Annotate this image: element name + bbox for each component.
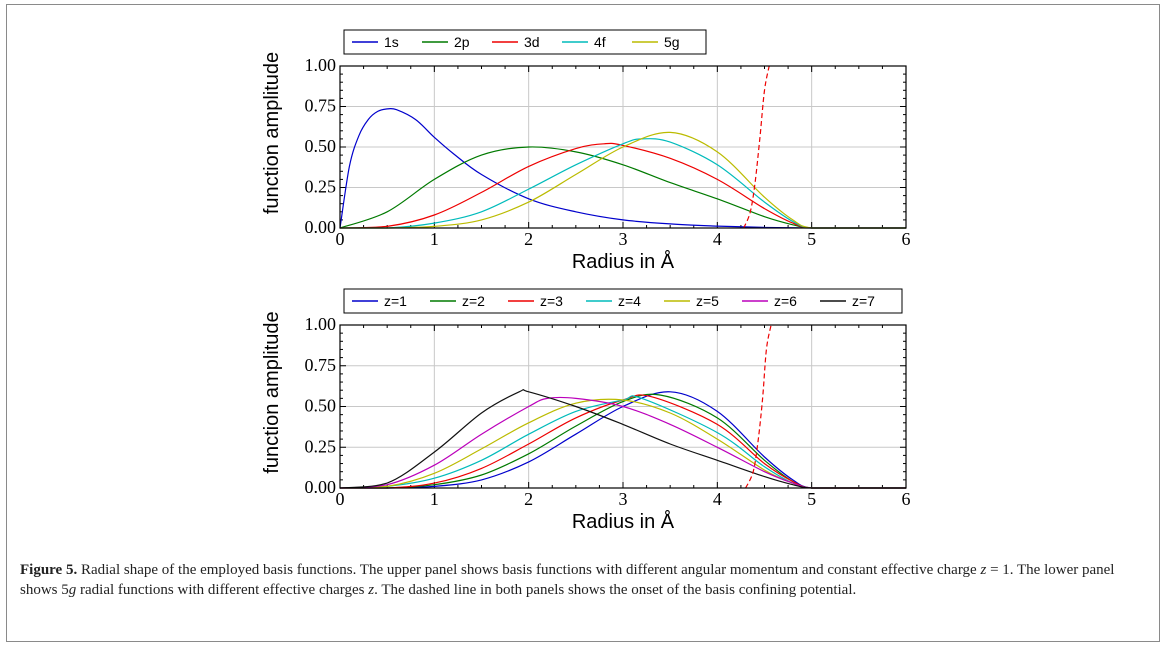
y-tick-label: 0.75 — [305, 96, 337, 116]
x-tick-label: 4 — [713, 489, 722, 509]
x-tick-label: 5 — [807, 489, 816, 509]
x-tick-label: 3 — [619, 229, 628, 249]
chart-panel-1: 0 1 2 3 4 5 6 0.00 0.25 0.50 0.75 1.00 Radius in Å fu… — [261, 29, 911, 273]
x-tick-label: 2 — [524, 229, 533, 249]
legend-label-z=4: z=4 — [618, 293, 641, 309]
legend-label-2p: 2p — [454, 34, 470, 50]
plot-frame — [339, 65, 907, 229]
series-line-1s — [339, 107, 906, 229]
caption-text-4: . The dashed line in both panels shows t… — [374, 581, 857, 598]
y-tick-label: 0.50 — [305, 396, 337, 416]
caption-g-variable: g — [68, 581, 77, 598]
x-tick-label: 1 — [430, 489, 439, 509]
y-tick-label: 0.25 — [305, 436, 337, 456]
plot-frame — [339, 324, 907, 489]
caption-label: Figure 5. — [20, 562, 78, 578]
y-tick-label: 0.50 — [305, 136, 337, 156]
x-tick-label: 1 — [430, 229, 439, 249]
confining-potential-line — [743, 65, 770, 229]
caption-z-variable-2: z — [368, 581, 375, 598]
y-tick-label: 1.00 — [305, 55, 337, 75]
y-tick-label: 0.75 — [305, 355, 337, 375]
x-tick-label: 5 — [807, 229, 816, 249]
y-tick-label: 1.00 — [305, 314, 337, 334]
caption-text-2: = 1. The lower panel shows 5 — [20, 562, 1115, 598]
legend-label-z=5: z=5 — [696, 293, 719, 309]
x-tick-label: 2 — [524, 489, 533, 509]
chart-panel-2: 0 1 2 3 4 5 6 0.00 0.25 0.50 0.75 1.00 Radius in Å fu… — [261, 288, 911, 533]
confining-potential-line — [745, 324, 772, 489]
figure-caption: Figure 5. Radial shape of the employed b… — [20, 561, 1145, 600]
legend-label-z=2: z=2 — [462, 293, 485, 309]
y-axis-label: function amplitude — [261, 52, 283, 214]
x-tick-label: 4 — [713, 229, 722, 249]
legend-label-4f: 4f — [594, 34, 606, 50]
y-tick-label: 0.00 — [305, 477, 337, 497]
legend-label-z=3: z=3 — [540, 293, 563, 309]
figure-frame — [6, 4, 1160, 642]
caption-text-1: Radial shape of the employed basis funct… — [80, 562, 981, 578]
x-tick-label: 6 — [902, 489, 911, 509]
legend-label-z=1: z=1 — [384, 293, 407, 309]
figure-plots: 0 1 2 3 4 5 6 0.00 0.25 0.50 0.75 1.00 Radius in Å fu… — [261, 29, 911, 533]
x-tick-label: 3 — [619, 489, 628, 509]
x-tick-label: 0 — [336, 229, 345, 249]
legend-label-z=7: z=7 — [852, 293, 875, 309]
y-tick-label: 0.00 — [305, 217, 337, 237]
x-tick-label: 0 — [336, 489, 345, 509]
legend-label-5g: 5g — [664, 34, 680, 50]
legend-label-z=6: z=6 — [774, 293, 797, 309]
caption-z-variable: z — [980, 562, 987, 578]
x-axis-label: Radius in Å — [572, 510, 675, 533]
caption-text-3: radial functions with different effectiv… — [76, 581, 369, 598]
legend-label-1s: 1s — [384, 34, 399, 50]
y-axis-label: function amplitude — [261, 311, 283, 473]
x-tick-label: 6 — [902, 229, 911, 249]
x-axis-label: Radius in Å — [572, 250, 675, 273]
legend-label-3d: 3d — [524, 34, 540, 50]
y-tick-label: 0.25 — [305, 177, 337, 197]
